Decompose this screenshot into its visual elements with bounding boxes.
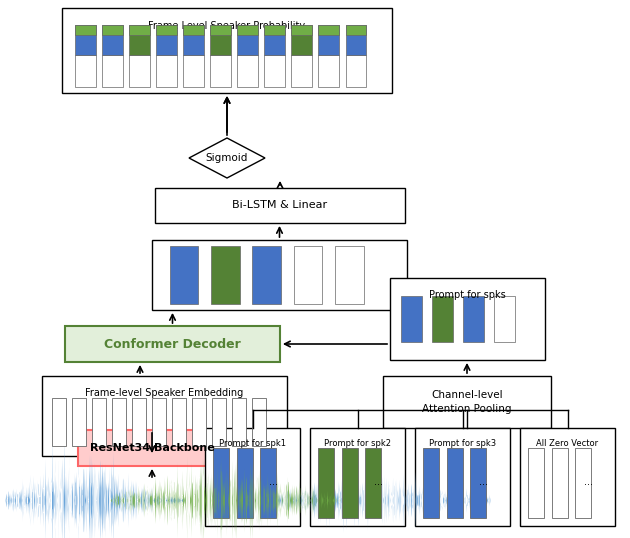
Bar <box>102 55 123 87</box>
Bar <box>462 296 484 342</box>
Bar <box>365 448 381 518</box>
Bar <box>319 25 340 55</box>
Text: Sigmoid: Sigmoid <box>206 153 248 163</box>
Bar <box>212 398 226 446</box>
Bar <box>156 25 177 35</box>
Bar <box>192 398 206 446</box>
Bar <box>447 448 462 518</box>
Bar <box>253 246 281 305</box>
Bar <box>75 55 96 87</box>
Bar <box>390 278 545 360</box>
Bar <box>183 25 204 55</box>
Bar <box>575 448 592 518</box>
Bar <box>345 25 366 35</box>
Bar <box>102 25 123 35</box>
Text: ...: ... <box>479 477 488 487</box>
Bar <box>310 428 405 526</box>
Bar <box>232 398 246 446</box>
Text: Bi-LSTM & Linear: Bi-LSTM & Linear <box>232 201 328 210</box>
Bar <box>335 246 364 305</box>
Bar <box>383 376 551 428</box>
Bar <box>52 398 66 446</box>
Bar <box>155 188 405 223</box>
Bar <box>210 25 231 55</box>
Text: ...: ... <box>584 477 593 487</box>
Bar <box>75 25 96 35</box>
Text: All Zero Vector: All Zero Vector <box>536 439 598 448</box>
Bar <box>102 25 123 55</box>
Bar <box>265 25 285 35</box>
Bar <box>170 246 198 305</box>
Bar <box>265 25 285 55</box>
Text: Channel-level
Attention Pooling: Channel-level Attention Pooling <box>422 391 512 414</box>
Text: Prompt for spk1: Prompt for spk1 <box>219 439 286 448</box>
Bar <box>212 448 229 518</box>
Bar <box>292 25 312 35</box>
Bar <box>527 448 544 518</box>
Text: Frame-level Speaker Embedding: Frame-level Speaker Embedding <box>86 388 244 398</box>
Bar <box>129 55 150 87</box>
Bar <box>171 398 186 446</box>
Bar <box>260 448 277 518</box>
Bar <box>345 55 366 87</box>
Bar <box>319 55 340 87</box>
Bar <box>238 55 258 87</box>
Bar <box>42 376 287 456</box>
Bar <box>423 448 438 518</box>
Text: Prompt for spk3: Prompt for spk3 <box>429 439 496 448</box>
Bar <box>292 25 312 55</box>
Bar <box>494 296 515 342</box>
Bar <box>520 428 615 526</box>
Text: Prompt for spks: Prompt for spks <box>429 290 506 300</box>
Bar <box>318 448 333 518</box>
Bar <box>551 448 568 518</box>
Bar <box>210 55 231 87</box>
Bar <box>183 55 204 87</box>
Bar <box>205 428 300 526</box>
Bar <box>251 398 266 446</box>
Bar <box>292 55 312 87</box>
Bar <box>319 25 340 35</box>
Bar <box>152 240 407 310</box>
Bar <box>129 25 150 55</box>
Bar <box>415 428 510 526</box>
Bar <box>65 326 280 362</box>
Bar <box>401 296 422 342</box>
Bar <box>75 25 96 55</box>
Bar <box>471 448 486 518</box>
Bar <box>238 25 258 55</box>
Bar <box>62 8 392 93</box>
Bar <box>132 398 146 446</box>
Text: ...: ... <box>374 477 383 487</box>
Bar <box>294 246 322 305</box>
Bar <box>432 296 453 342</box>
Bar <box>345 25 366 55</box>
Bar <box>183 25 204 35</box>
Text: ResNet34 Backbone: ResNet34 Backbone <box>89 443 214 453</box>
Bar <box>92 398 106 446</box>
Bar <box>156 55 177 87</box>
Bar <box>129 25 150 35</box>
Bar <box>211 246 239 305</box>
Bar <box>152 398 166 446</box>
Bar <box>265 55 285 87</box>
Text: ...: ... <box>269 477 278 487</box>
Bar <box>210 25 231 35</box>
Text: Prompt for spk2: Prompt for spk2 <box>324 439 391 448</box>
Bar <box>112 398 126 446</box>
Polygon shape <box>189 138 265 178</box>
Bar <box>238 25 258 35</box>
Bar <box>341 448 357 518</box>
Bar <box>72 398 86 446</box>
Bar <box>78 430 226 466</box>
Bar <box>156 25 177 55</box>
Bar <box>236 448 253 518</box>
Text: Conformer Decoder: Conformer Decoder <box>104 337 241 350</box>
Text: Frame Level Speaker Probability: Frame Level Speaker Probability <box>149 21 306 31</box>
